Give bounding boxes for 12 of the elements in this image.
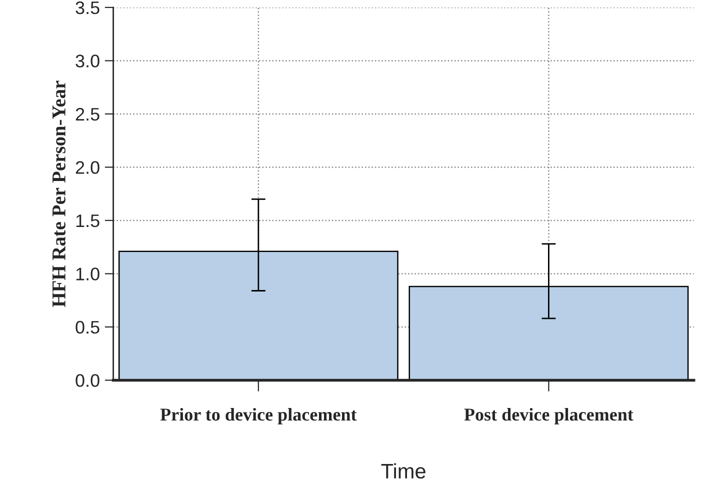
y-tick-label: 1.5 <box>76 214 100 228</box>
x-tick-label: Prior to device placement <box>160 408 357 424</box>
y-tick-label: 3.5 <box>76 1 100 14</box>
y-tick-label: 0.0 <box>76 374 100 387</box>
y-tick-label: 3.0 <box>76 54 100 68</box>
y-axis-title: HFH Rate Per Person-Year <box>52 80 66 307</box>
y-tick-label: 0.5 <box>76 320 100 334</box>
y-tick-label: 1.0 <box>76 268 100 280</box>
y-tick-label: 2.0 <box>76 161 100 174</box>
x-tick-label: Post device placement <box>464 408 634 424</box>
x-axis-title: Time <box>381 463 426 479</box>
y-tick-label: 2.5 <box>76 108 100 121</box>
